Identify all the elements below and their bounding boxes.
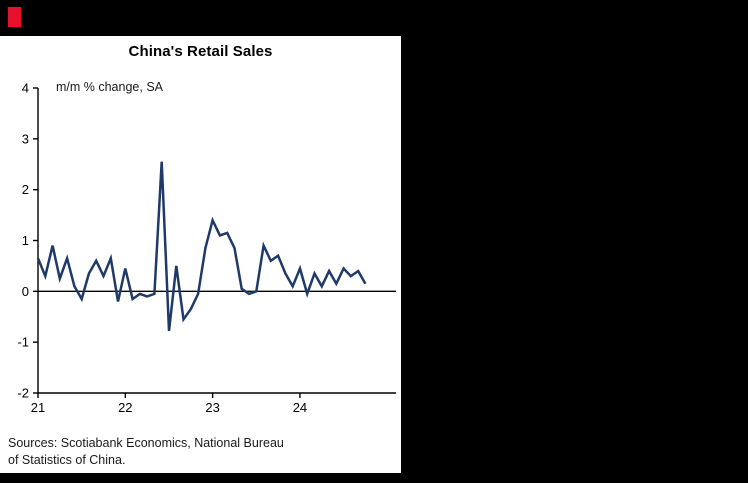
y-tick-label: 4 — [22, 81, 29, 96]
top-black-bar — [0, 0, 748, 36]
y-tick-label: 0 — [22, 284, 29, 299]
y-tick-label: -2 — [17, 386, 29, 401]
y-tick-label: 2 — [22, 182, 29, 197]
x-tick-label: 22 — [118, 400, 132, 415]
scotiabank-logo-mark — [8, 7, 21, 27]
source-note: Sources: Scotiabank Economics, National … — [8, 436, 284, 467]
series-line — [36, 161, 367, 332]
axes — [33, 87, 396, 398]
x-tick-label: 24 — [293, 400, 307, 415]
x-tick-label: 23 — [205, 400, 219, 415]
y-tick-label: -1 — [17, 335, 29, 350]
y-tick-label: 3 — [22, 131, 29, 146]
chart-title: China's Retail Sales — [128, 43, 273, 60]
chart-subtitle: m/m % change, SA — [56, 80, 163, 94]
x-tick-label: 21 — [31, 400, 45, 415]
y-tick-label: 1 — [22, 233, 29, 248]
chart-panel: China's Retail Sales m/m % change, SA 4 3… — [0, 36, 401, 473]
